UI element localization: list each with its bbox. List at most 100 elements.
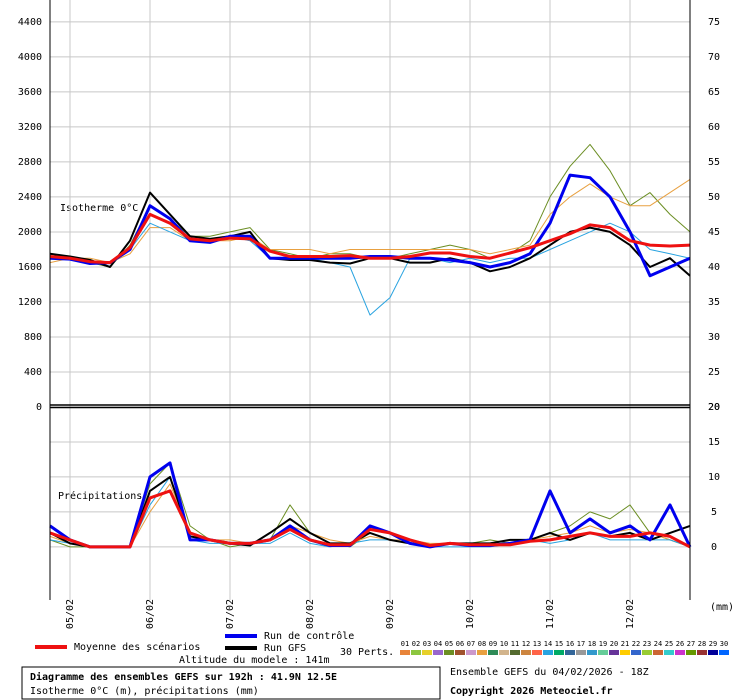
- legend-member: 09: [489, 640, 497, 648]
- x-tick-label: 07/02: [225, 599, 236, 629]
- y2-tick-label: 20: [708, 402, 720, 413]
- y2-tick-label: 40: [708, 262, 720, 273]
- y2-tick-label: 55: [708, 157, 720, 168]
- y2-axis-label: (mm): [710, 602, 734, 613]
- y2-tick-label: 70: [708, 52, 720, 63]
- legend-member: 24: [654, 640, 662, 648]
- y2-tick-label: 60: [708, 122, 720, 133]
- legend-member-swatch: [554, 650, 564, 655]
- x-tick-label: 06/02: [145, 599, 156, 629]
- y-tick-label: 2800: [18, 157, 42, 168]
- legend-member: 04: [434, 640, 442, 648]
- legend-member: 05: [445, 640, 453, 648]
- series-line: [49, 483, 691, 548]
- y-tick-label: 2400: [18, 192, 42, 203]
- y2-tick-label: 65: [708, 87, 720, 98]
- y2-tick-label: 50: [708, 192, 720, 203]
- legend-label: Run de contrôle: [264, 630, 354, 642]
- x-tick-label: 09/02: [385, 599, 396, 629]
- legend-member: 25: [665, 640, 673, 648]
- y2-tick-label: 25: [708, 367, 720, 378]
- legend-member: 26: [676, 640, 684, 648]
- altitude: Altitude du modele : 141m: [179, 655, 330, 666]
- legend-member-swatch: [609, 650, 619, 655]
- legend-member-swatch: [455, 650, 465, 655]
- legend-member-swatch: [598, 650, 608, 655]
- y2-tick-label: 35: [708, 297, 720, 308]
- legend-member: 30: [720, 640, 728, 648]
- x-tick-label: 10/02: [465, 599, 476, 629]
- series-line: [49, 178, 691, 264]
- legend-member-swatch: [477, 650, 487, 655]
- series-line: [49, 489, 691, 549]
- series-line: [49, 461, 692, 549]
- legend-member-swatch: [466, 650, 476, 655]
- y2-tick-label: 45: [708, 227, 720, 238]
- legend-member-swatch: [543, 650, 553, 655]
- legend-member: 21: [621, 640, 629, 648]
- y2-tick-label: 5: [711, 507, 717, 518]
- legend-member: 02: [412, 640, 420, 648]
- legend-member: 15: [555, 640, 563, 648]
- legend-member-swatch: [444, 650, 454, 655]
- legend-member: 27: [687, 640, 695, 648]
- x-tick-label: 05/02: [65, 599, 76, 629]
- y-tick-label: 800: [24, 332, 42, 343]
- legend-label: Run GFS: [264, 643, 306, 654]
- legend-member-swatch: [620, 650, 630, 655]
- legend-member-swatch: [433, 650, 443, 655]
- series-line: [49, 222, 691, 316]
- footer-title: Diagramme des ensembles GEFS sur 192h : …: [30, 671, 337, 683]
- legend-member-swatch: [587, 650, 597, 655]
- legend-member: 13: [533, 640, 541, 648]
- legend-member-swatch: [510, 650, 520, 655]
- legend-member-swatch: [521, 650, 531, 655]
- y-tick-label: 1200: [18, 297, 42, 308]
- y-tick-label: 1600: [18, 262, 42, 273]
- legend-member: 14: [544, 640, 552, 648]
- legend-member: 18: [588, 640, 596, 648]
- legend-label: Moyenne des scénarios: [74, 641, 200, 653]
- x-tick-label: 11/02: [545, 599, 556, 629]
- legend-member-swatch: [576, 650, 586, 655]
- y-tick-label: 3200: [18, 122, 42, 133]
- y2-tick-label: 20: [708, 402, 720, 413]
- legend-member-swatch: [653, 650, 663, 655]
- series-line: [49, 173, 691, 278]
- plot-area: [50, 0, 690, 600]
- legend-member: 22: [632, 640, 640, 648]
- legend-member-swatch: [664, 650, 674, 655]
- legend-member: 20: [610, 640, 618, 648]
- legend-member-swatch: [631, 650, 641, 655]
- legend-member: 11: [511, 640, 519, 648]
- legend-member: 17: [577, 640, 585, 648]
- legend-member-swatch: [532, 650, 542, 655]
- legend-member: 12: [522, 640, 530, 648]
- legend-member: 01: [401, 640, 409, 648]
- series-line: [49, 212, 691, 265]
- copyright: Copyright 2026 Meteociel.fr: [450, 685, 613, 697]
- legend-member-swatch: [411, 650, 421, 655]
- legend-member: 07: [467, 640, 475, 648]
- legend-member-swatch: [565, 650, 575, 655]
- legend-member: 10: [500, 640, 508, 648]
- footer-subtitle: Isotherme 0°C (m), précipitations (mm): [30, 685, 259, 697]
- y2-tick-label: 75: [708, 17, 720, 28]
- legend-member-swatch: [499, 650, 509, 655]
- legend-member-swatch: [697, 650, 707, 655]
- x-tick-label: 08/02: [305, 599, 316, 629]
- legend-member: 06: [456, 640, 464, 648]
- panel-title: Précipitations: [58, 490, 142, 502]
- legend-member: 08: [478, 640, 486, 648]
- perts-label: 30 Perts.: [340, 647, 394, 658]
- legend-member-swatch: [400, 650, 410, 655]
- legend-member-swatch: [708, 650, 718, 655]
- y-tick-label: 0: [36, 402, 42, 413]
- legend-member-swatch: [488, 650, 498, 655]
- legend-member-swatch: [675, 650, 685, 655]
- y2-tick-label: 0: [711, 542, 717, 553]
- y-tick-label: 4400: [18, 17, 42, 28]
- legend-member: 19: [599, 640, 607, 648]
- y2-tick-label: 15: [708, 437, 720, 448]
- legend-member: 16: [566, 640, 574, 648]
